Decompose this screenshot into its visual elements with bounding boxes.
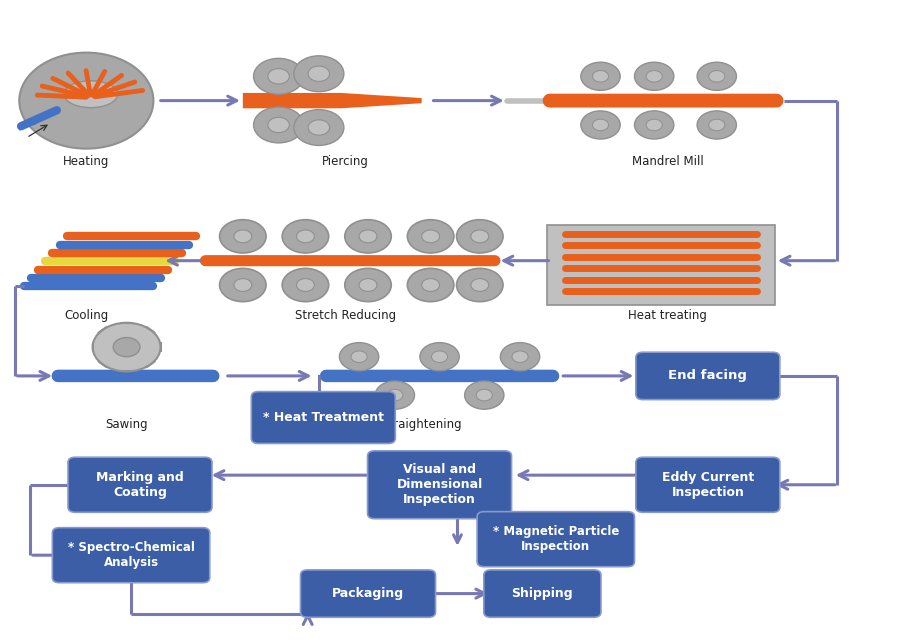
- Circle shape: [283, 220, 328, 253]
- Circle shape: [92, 323, 161, 372]
- Text: Cooling: Cooling: [65, 309, 109, 322]
- Circle shape: [254, 107, 304, 143]
- FancyBboxPatch shape: [368, 451, 511, 519]
- Circle shape: [581, 111, 620, 139]
- Circle shape: [476, 390, 492, 401]
- Circle shape: [387, 390, 403, 401]
- Circle shape: [593, 71, 608, 82]
- Circle shape: [646, 71, 662, 82]
- Polygon shape: [243, 93, 422, 108]
- Circle shape: [283, 268, 328, 302]
- Circle shape: [407, 220, 454, 253]
- Circle shape: [344, 220, 391, 253]
- Circle shape: [297, 230, 314, 243]
- Text: Straightening: Straightening: [381, 417, 462, 431]
- Circle shape: [471, 278, 489, 291]
- Circle shape: [501, 343, 540, 371]
- Text: Stretch Reducing: Stretch Reducing: [295, 309, 396, 322]
- Circle shape: [457, 220, 503, 253]
- Circle shape: [268, 117, 290, 132]
- Circle shape: [634, 62, 674, 91]
- Text: Marking and
Coating: Marking and Coating: [96, 471, 184, 499]
- Circle shape: [581, 62, 620, 91]
- Ellipse shape: [64, 81, 118, 107]
- Text: * Heat Treatment: * Heat Treatment: [263, 411, 384, 424]
- FancyBboxPatch shape: [483, 570, 601, 617]
- Circle shape: [351, 351, 367, 363]
- Circle shape: [113, 338, 140, 357]
- Circle shape: [297, 278, 314, 291]
- Circle shape: [422, 230, 440, 243]
- FancyBboxPatch shape: [636, 352, 779, 399]
- Circle shape: [646, 119, 662, 131]
- Text: Eddy Current
Inspection: Eddy Current Inspection: [662, 471, 754, 499]
- Circle shape: [339, 343, 379, 371]
- Text: Packaging: Packaging: [332, 587, 404, 600]
- Circle shape: [344, 268, 391, 302]
- Circle shape: [294, 109, 344, 145]
- FancyBboxPatch shape: [636, 457, 779, 512]
- Circle shape: [634, 111, 674, 139]
- Circle shape: [294, 56, 344, 92]
- Circle shape: [359, 278, 377, 291]
- Text: Piercing: Piercing: [322, 155, 369, 168]
- Circle shape: [465, 381, 504, 409]
- Circle shape: [697, 62, 736, 91]
- Circle shape: [431, 351, 448, 363]
- Text: Mandrel Mill: Mandrel Mill: [631, 155, 703, 168]
- Circle shape: [308, 66, 329, 82]
- Circle shape: [308, 120, 329, 135]
- Text: Visual and
Dimensional
Inspection: Visual and Dimensional Inspection: [396, 463, 483, 506]
- Circle shape: [254, 59, 304, 95]
- Circle shape: [268, 69, 290, 84]
- Circle shape: [471, 230, 489, 243]
- Circle shape: [593, 119, 608, 131]
- Circle shape: [220, 220, 266, 253]
- Text: * Magnetic Particle
Inspection: * Magnetic Particle Inspection: [492, 525, 619, 553]
- Text: Heating: Heating: [63, 155, 109, 168]
- Circle shape: [407, 268, 454, 302]
- FancyBboxPatch shape: [52, 528, 210, 583]
- Text: * Spectro-Chemical
Analysis: * Spectro-Chemical Analysis: [67, 541, 195, 569]
- FancyBboxPatch shape: [547, 226, 775, 305]
- FancyBboxPatch shape: [68, 457, 212, 512]
- Circle shape: [709, 71, 725, 82]
- Circle shape: [220, 268, 266, 302]
- Circle shape: [422, 278, 440, 291]
- FancyBboxPatch shape: [251, 392, 396, 444]
- FancyBboxPatch shape: [300, 570, 436, 617]
- Circle shape: [359, 230, 377, 243]
- Text: Sawing: Sawing: [105, 417, 148, 431]
- Circle shape: [709, 119, 725, 131]
- Circle shape: [234, 278, 252, 291]
- Text: Shipping: Shipping: [511, 587, 573, 600]
- Text: End facing: End facing: [668, 370, 747, 383]
- Circle shape: [19, 53, 153, 149]
- Circle shape: [457, 268, 503, 302]
- Circle shape: [512, 351, 528, 363]
- Text: Heat treating: Heat treating: [628, 309, 707, 322]
- Circle shape: [234, 230, 252, 243]
- FancyBboxPatch shape: [477, 512, 634, 566]
- Circle shape: [697, 111, 736, 139]
- Circle shape: [375, 381, 414, 409]
- Circle shape: [420, 343, 459, 371]
